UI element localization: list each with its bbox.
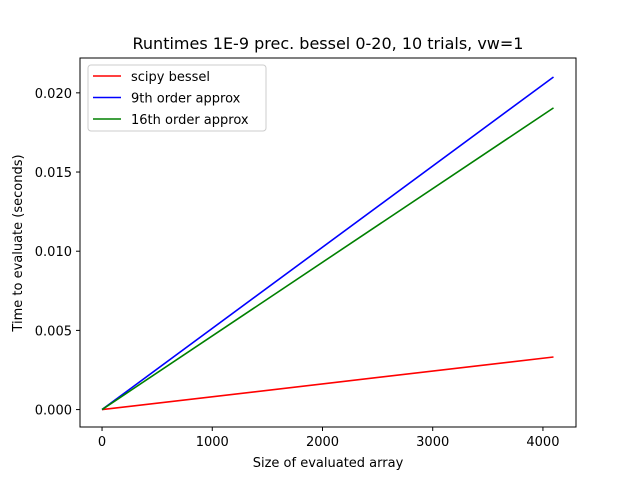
legend: scipy bessel 9th order approx 16th order a… [87, 64, 267, 132]
series-line-2 [101, 76, 554, 411]
y-tick-label: 0.000 [35, 404, 72, 419]
y-axis-ticks: 0.000 0.005 0.010 0.015 0.020 [35, 87, 80, 419]
chart-title: Runtimes 1E-9 prec. bessel 0-20, 10 tria… [133, 34, 524, 53]
x-tick-label: 4000 [526, 435, 559, 450]
x-axis-ticks: 0 1000 2000 3000 4000 [98, 427, 559, 450]
legend-label: 9th order approx [131, 92, 241, 107]
series-lines [101, 76, 554, 411]
x-tick-label: 3000 [416, 435, 449, 450]
y-tick-label: 0.010 [35, 245, 72, 260]
legend-label: 16th order approx [131, 113, 249, 128]
x-axis-label: Size of evaluated array [253, 456, 404, 471]
series-line-1 [101, 356, 554, 411]
x-tick-label: 2000 [306, 435, 339, 450]
series-line-3 [101, 107, 554, 411]
y-axis-label: Time to evaluate (seconds) [11, 154, 26, 332]
legend-box [87, 64, 267, 132]
y-tick-label: 0.020 [35, 87, 72, 102]
x-tick-label: 0 [98, 435, 106, 450]
y-tick-label: 0.005 [35, 324, 72, 339]
legend-label: scipy bessel [131, 70, 210, 85]
plot-frame [79, 57, 577, 428]
x-tick-label: 1000 [196, 435, 229, 450]
y-tick-label: 0.015 [35, 166, 72, 181]
